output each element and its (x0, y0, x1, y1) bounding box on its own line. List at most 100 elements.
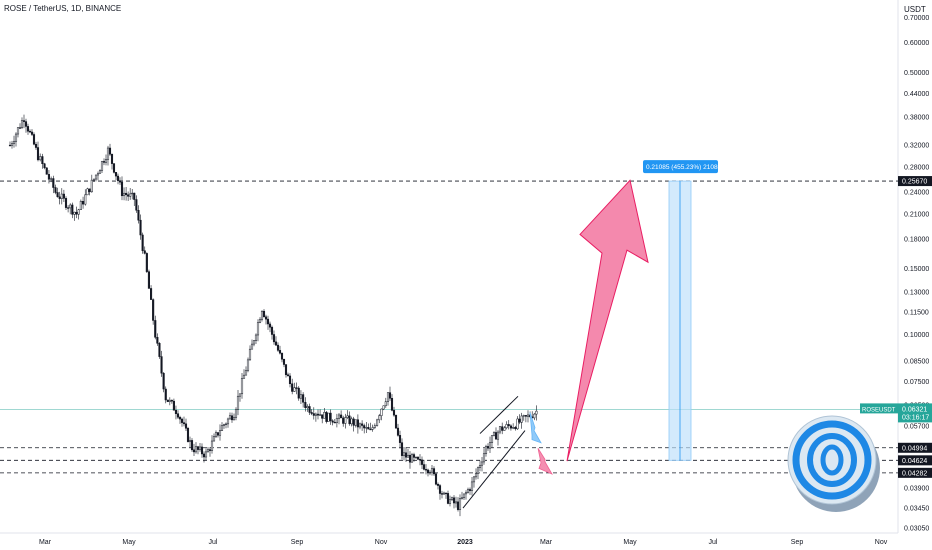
candle-body (418, 459, 422, 461)
bar-countdown-label: 03:16:17 (902, 414, 929, 421)
candle-body (62, 193, 65, 199)
candle-body (340, 414, 343, 419)
candle-body (323, 411, 326, 419)
candle-body (272, 334, 276, 343)
candle-body (236, 395, 240, 410)
x-tick-label: Mar (39, 539, 52, 546)
candle-body (350, 418, 353, 425)
candle-body (480, 461, 484, 466)
candle-body (139, 219, 142, 236)
candle-body (284, 364, 288, 375)
candle-body (369, 428, 372, 431)
candle-body (30, 131, 34, 135)
candle-body (256, 322, 260, 336)
candle-body (34, 143, 38, 148)
candle-body (137, 210, 140, 221)
token-logo-ring (807, 433, 857, 487)
candle-body (472, 476, 476, 483)
candle-body (410, 454, 414, 463)
candle-body (50, 178, 53, 180)
candle-body (164, 388, 167, 401)
token-logo-ring (820, 444, 844, 476)
candle-body (518, 418, 521, 423)
candle-body (312, 413, 315, 416)
y-tick-label: 0.11500 (904, 309, 929, 316)
candle-body (376, 419, 379, 426)
candle-body (356, 419, 359, 428)
candle-body (69, 204, 72, 209)
candle-body (458, 498, 462, 510)
candle-body (135, 199, 138, 211)
candle-body (184, 423, 188, 429)
candle-body (295, 387, 298, 389)
y-tick-label: 0.05700 (904, 424, 929, 431)
candle-body (218, 430, 222, 436)
candle-body (520, 415, 523, 423)
candle-body (102, 161, 106, 163)
candle-body (354, 419, 357, 426)
candle-body (526, 414, 530, 417)
candle-body (202, 453, 206, 458)
candle-body (348, 415, 351, 425)
candle-body (454, 501, 458, 504)
candle-body (127, 194, 130, 197)
y-tick-label: 0.28000 (904, 164, 929, 171)
candle-body (174, 410, 178, 414)
candle-body (503, 427, 506, 431)
candle-body (482, 453, 486, 463)
candle-body (118, 180, 122, 183)
candle-body (216, 432, 220, 436)
candle-body (452, 497, 456, 504)
candle-body (270, 326, 274, 335)
candle-body (448, 499, 452, 504)
candle-body (20, 120, 24, 129)
candle-body (232, 417, 236, 421)
candle-body (92, 178, 96, 181)
candle-body (394, 414, 398, 429)
candle-body (47, 174, 50, 180)
candle-body (432, 468, 436, 475)
candle-body (492, 432, 496, 436)
candle-body (361, 423, 364, 426)
candle-body (476, 467, 480, 474)
token-logo-ring (792, 420, 872, 500)
candle-body (522, 415, 525, 417)
level-price-label: 0.04994 (902, 445, 927, 452)
candle-body (286, 374, 290, 377)
y-tick-label: 0.24000 (904, 190, 929, 197)
candle-body (214, 432, 218, 437)
candle-body (440, 493, 444, 495)
candle-body (396, 427, 400, 436)
candle-body (145, 253, 148, 272)
candle-body (98, 170, 102, 174)
level-price-label: 0.04624 (902, 458, 927, 465)
candle-body (509, 425, 512, 429)
candle-body (222, 424, 226, 426)
candle-body (141, 234, 144, 251)
candle-body (291, 383, 294, 392)
candle-body (32, 134, 36, 145)
candle-body (533, 413, 536, 419)
candle-body (122, 192, 126, 197)
x-tick-label: 2023 (457, 539, 473, 546)
candle-body (150, 288, 153, 300)
price-range-tag (643, 160, 718, 174)
x-tick-label: Jul (709, 539, 718, 546)
candle-body (206, 449, 210, 453)
candle-body (168, 399, 171, 402)
candle-body (212, 436, 216, 442)
candle-body (408, 454, 412, 463)
candle-body (282, 358, 286, 365)
level-price-label: 0.04282 (902, 470, 927, 477)
candle-body (24, 121, 28, 127)
candle-body (321, 414, 324, 419)
candle-body (166, 399, 169, 402)
candle-body (367, 427, 370, 430)
y-tick-label: 0.21000 (904, 211, 929, 218)
x-tick-label: Sep (291, 539, 304, 546)
candle-body (176, 413, 180, 418)
candle-body (505, 424, 508, 429)
candle-body (365, 427, 368, 429)
candle-body (484, 446, 488, 454)
